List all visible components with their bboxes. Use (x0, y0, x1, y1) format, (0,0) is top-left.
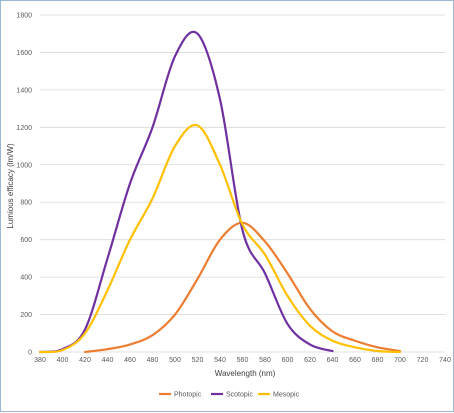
x-tick-label: 480 (147, 357, 159, 364)
x-axis-title: Wavelength (nm) (215, 369, 276, 378)
x-tick-label: 720 (417, 357, 429, 364)
legend-item-photopic: Photopic (159, 392, 202, 399)
series-line-mesopic (38, 123, 402, 354)
x-tick-label: 460 (124, 357, 136, 364)
legend-label-scotopic: Scotopic (226, 392, 253, 399)
y-tick-label: 1200 (16, 125, 32, 132)
y-axis-ticks: 0 200 400 600 800 1000 1200 1400 1600 1800 (16, 13, 32, 357)
x-tick-label: 540 (214, 357, 226, 364)
y-tick-label: 1600 (16, 50, 32, 57)
x-tick-label: 700 (394, 357, 406, 364)
x-tick-label: 400 (57, 357, 69, 364)
y-tick-label: 600 (20, 237, 32, 244)
x-tick-label: 640 (327, 357, 339, 364)
legend-item-mesopic: Mesopic (258, 392, 300, 399)
legend-label-mesopic: Mesopic (273, 392, 300, 399)
x-tick-label: 680 (372, 357, 384, 364)
y-tick-label: 1400 (16, 87, 32, 94)
gridlines (40, 14, 445, 353)
x-tick-label: 580 (259, 357, 271, 364)
series-lines (38, 30, 402, 354)
legend: Photopic Scotopic Mesopic (159, 392, 300, 399)
y-tick-label: 800 (20, 200, 32, 207)
x-axis-ticks: 380 400 420 440 460 480 500 520 540 560 580 600 620 6… (34, 357, 451, 364)
y-axis-title: Lumious efficacy (lm/W) (6, 143, 15, 229)
x-tick-label: 500 (169, 357, 181, 364)
x-tick-label: 620 (304, 357, 316, 364)
y-tick-label: 400 (20, 275, 32, 282)
x-tick-label: 440 (102, 357, 114, 364)
x-tick-label: 560 (237, 357, 249, 364)
y-tick-label: 1800 (16, 13, 32, 20)
y-tick-label: 0 (28, 350, 32, 357)
series-line-scotopic (38, 30, 334, 354)
x-tick-label: 740 (439, 357, 451, 364)
x-tick-label: 520 (192, 357, 204, 364)
x-tick-label: 660 (349, 357, 361, 364)
x-tick-label: 600 (282, 357, 294, 364)
y-tick-label: 1000 (16, 162, 32, 169)
y-tick-label: 200 (20, 312, 32, 319)
x-tick-label: 420 (79, 357, 91, 364)
legend-label-photopic: Photopic (174, 392, 202, 399)
legend-item-scotopic: Scotopic (211, 392, 253, 399)
x-tick-label: 380 (34, 357, 46, 364)
series-line-photopic (83, 221, 402, 354)
